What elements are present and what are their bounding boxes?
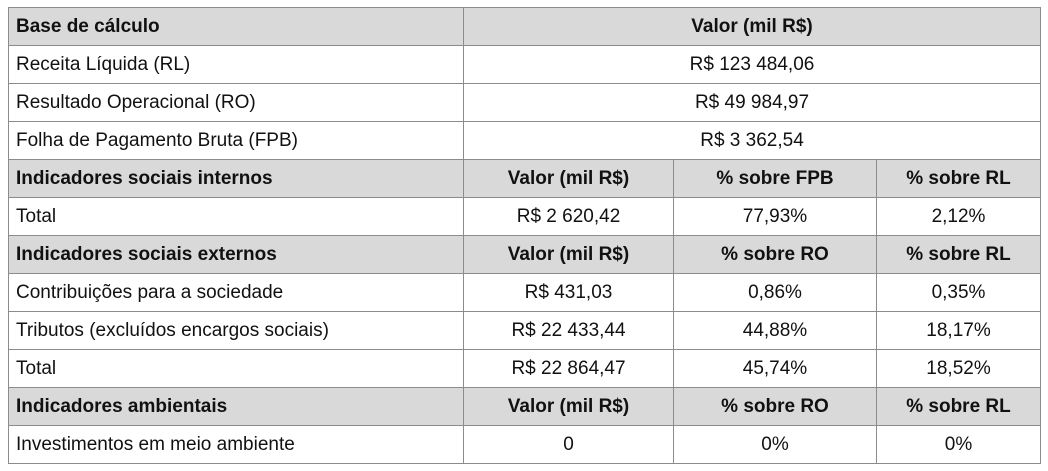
externos-header-row: Indicadores sociais externos Valor (mil … xyxy=(8,235,1042,274)
row-label: Receita Líquida (RL) xyxy=(8,45,464,84)
column-header-pct1: % sobre FPB xyxy=(673,159,877,198)
row-pct1: 0% xyxy=(673,425,877,464)
table-row: Contribuições para a sociedade R$ 431,03… xyxy=(8,273,1042,312)
row-pct1: 45,74% xyxy=(673,349,877,388)
table-row: Receita Líquida (RL) R$ 123 484,06 xyxy=(8,45,1042,84)
row-pct2: 18,17% xyxy=(875,311,1042,350)
column-header-value: Valor (mil R$) xyxy=(463,235,674,274)
ambientais-header-row: Indicadores ambientais Valor (mil R$) % … xyxy=(8,387,1042,426)
section-header-label: Indicadores ambientais xyxy=(8,387,464,426)
table-row: Folha de Pagamento Bruta (FPB) R$ 3 362,… xyxy=(8,121,1042,160)
section-header-label: Indicadores sociais internos xyxy=(8,159,464,198)
row-value: R$ 3 362,54 xyxy=(462,121,1042,160)
row-label: Tributos (excluídos encargos sociais) xyxy=(8,311,464,350)
row-value: 0 xyxy=(463,425,674,464)
row-pct2: 0,35% xyxy=(875,273,1042,312)
column-header-pct1: % sobre RO xyxy=(673,235,877,274)
table-row: Investimentos em meio ambiente 0 0% 0% xyxy=(8,425,1042,464)
internos-header-row: Indicadores sociais internos Valor (mil … xyxy=(8,159,1042,198)
column-header-pct1: % sobre RO xyxy=(673,387,877,426)
table-row: Total R$ 2 620,42 77,93% 2,12% xyxy=(8,197,1042,236)
column-header-pct2: % sobre RL xyxy=(875,235,1042,274)
row-pct2: 0% xyxy=(875,425,1042,464)
row-label: Investimentos em meio ambiente xyxy=(8,425,464,464)
row-pct1: 77,93% xyxy=(673,197,877,236)
row-value: R$ 49 984,97 xyxy=(462,83,1042,122)
column-header-value: Valor (mil R$) xyxy=(463,387,674,426)
row-pct1: 0,86% xyxy=(673,273,877,312)
table-row: Tributos (excluídos encargos sociais) R$… xyxy=(8,311,1042,350)
row-label: Total xyxy=(8,349,464,388)
column-header-value: Valor (mil R$) xyxy=(463,159,674,198)
row-value: R$ 22 864,47 xyxy=(463,349,674,388)
row-pct2: 2,12% xyxy=(875,197,1042,236)
row-value: R$ 123 484,06 xyxy=(462,45,1042,84)
indicators-table: Base de cálculo Valor (mil R$) Receita L… xyxy=(8,7,1042,464)
row-value: R$ 22 433,44 xyxy=(463,311,674,350)
section-header-label: Indicadores sociais externos xyxy=(8,235,464,274)
table-row: Resultado Operacional (RO) R$ 49 984,97 xyxy=(8,83,1042,122)
row-value: R$ 431,03 xyxy=(463,273,674,312)
column-header-pct2: % sobre RL xyxy=(875,387,1042,426)
base-header-label: Base de cálculo xyxy=(8,7,464,46)
row-value: R$ 2 620,42 xyxy=(463,197,674,236)
row-pct1: 44,88% xyxy=(673,311,877,350)
row-label: Contribuições para a sociedade xyxy=(8,273,464,312)
column-header-pct2: % sobre RL xyxy=(875,159,1042,198)
row-label: Total xyxy=(8,197,464,236)
row-label: Folha de Pagamento Bruta (FPB) xyxy=(8,121,464,160)
table-row: Total R$ 22 864,47 45,74% 18,52% xyxy=(8,349,1042,388)
base-header-row: Base de cálculo Valor (mil R$) xyxy=(8,7,1042,46)
row-label: Resultado Operacional (RO) xyxy=(8,83,464,122)
base-header-value: Valor (mil R$) xyxy=(462,7,1042,46)
row-pct2: 18,52% xyxy=(875,349,1042,388)
